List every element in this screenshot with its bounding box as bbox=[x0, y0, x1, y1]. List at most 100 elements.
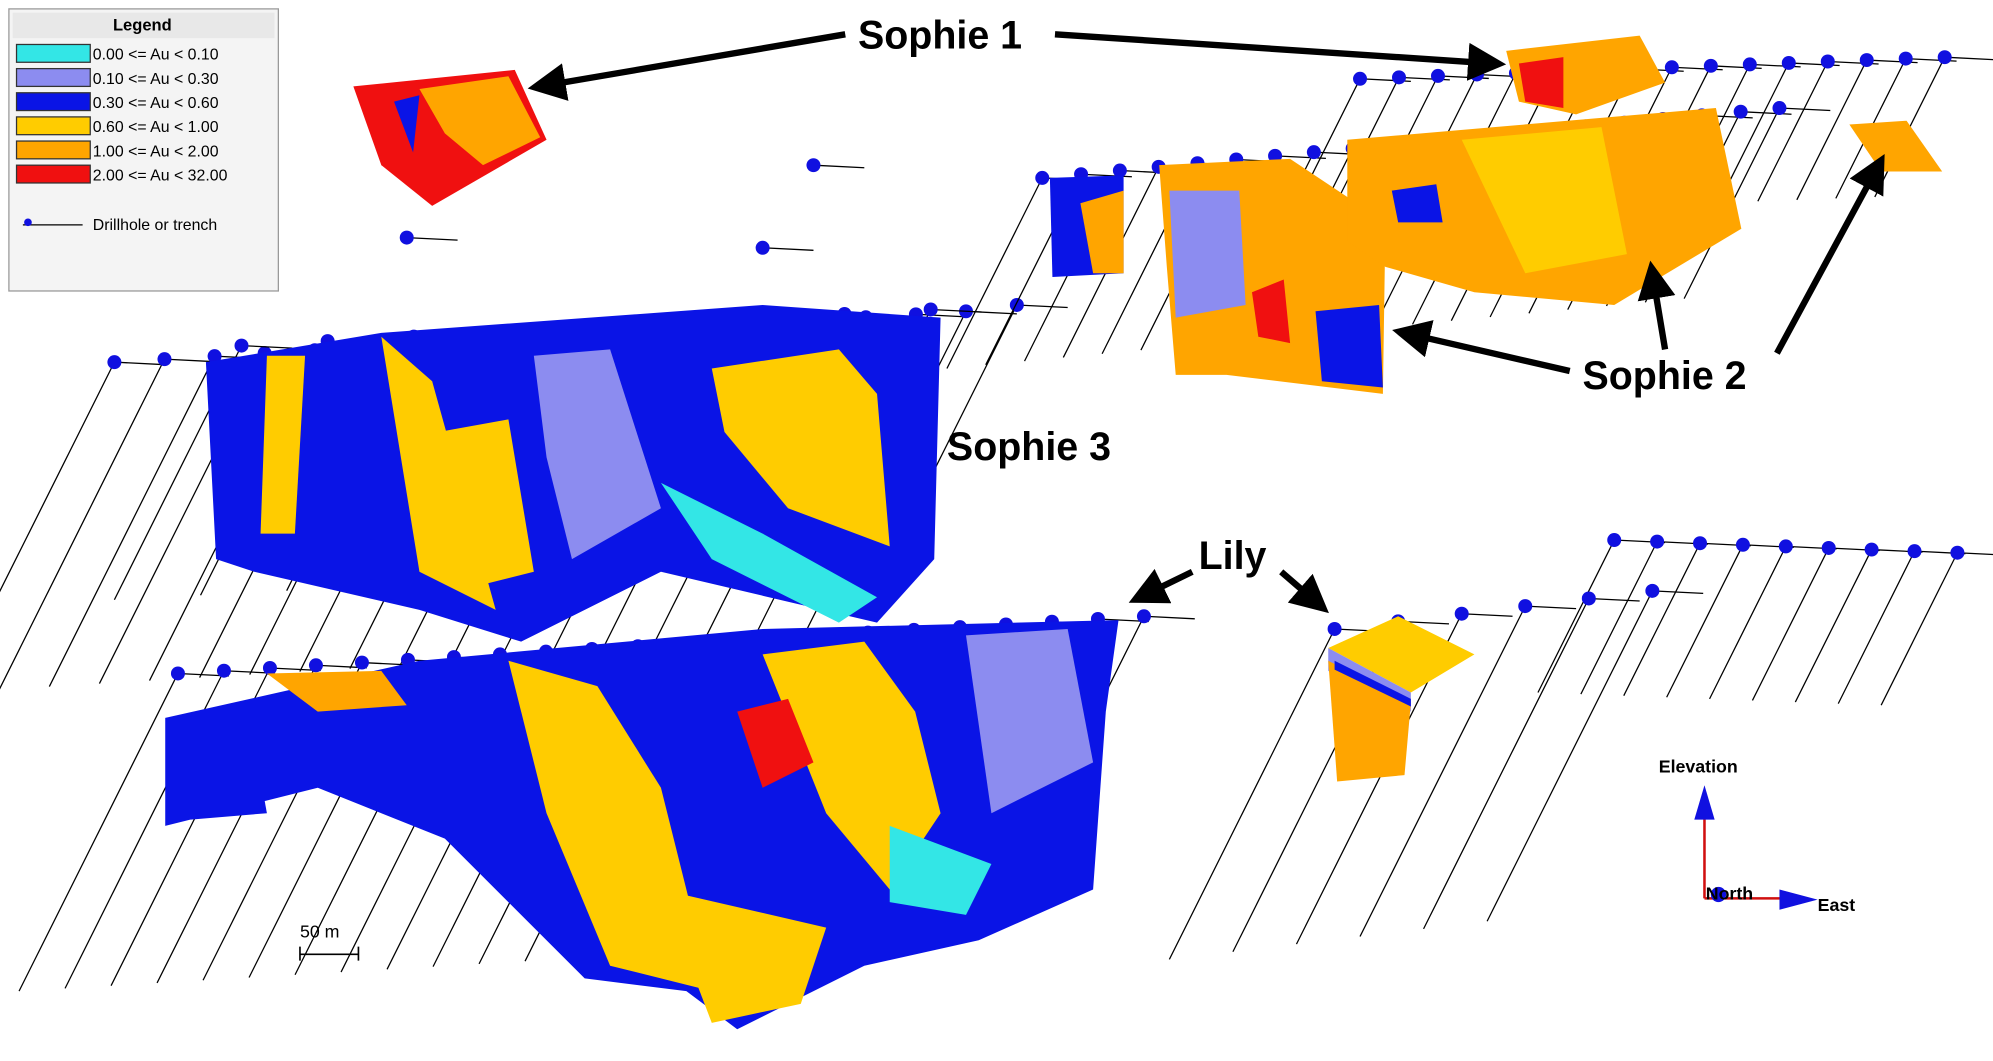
drillhole-collar bbox=[755, 240, 770, 255]
drillhole-trace bbox=[1016, 304, 1068, 309]
drillhole-collar bbox=[1898, 51, 1913, 66]
scale-label: 50 m bbox=[300, 922, 340, 942]
drillhole-collar bbox=[207, 349, 222, 364]
drillhole-trace bbox=[1751, 547, 1830, 701]
drillhole-trace bbox=[1779, 107, 1831, 112]
arrow bbox=[1128, 568, 1194, 604]
axis-elevation: Elevation bbox=[1659, 757, 1738, 777]
arrow bbox=[1054, 31, 1507, 81]
lily-block bbox=[1328, 616, 1475, 782]
drillhole-collar bbox=[1703, 58, 1718, 73]
scale-bar: 50 m bbox=[299, 922, 360, 961]
drillhole-collar bbox=[399, 230, 414, 245]
drillhole-collar bbox=[1907, 544, 1922, 559]
legend-label: 1.00 <= Au < 2.00 bbox=[93, 143, 219, 160]
drillhole-trace bbox=[915, 313, 967, 318]
sophie1-block bbox=[353, 69, 547, 206]
legend-title: Legend bbox=[113, 15, 172, 34]
drillhole-trace bbox=[0, 361, 115, 593]
drillhole-trace bbox=[946, 177, 1043, 369]
drillhole-trace bbox=[1423, 598, 1590, 930]
drillhole-collar bbox=[107, 355, 122, 370]
arrow bbox=[527, 31, 846, 101]
drillhole-trace bbox=[1580, 541, 1658, 695]
drillhole-trace bbox=[1837, 550, 1916, 704]
drillhole-collar bbox=[1693, 536, 1708, 551]
drillhole-trace bbox=[1652, 590, 1704, 595]
drillhole-collar bbox=[1772, 101, 1787, 115]
drillhole-collar bbox=[1937, 50, 1952, 65]
legend-label: 0.30 <= Au < 0.60 bbox=[93, 95, 219, 112]
drillhole-collar bbox=[1607, 533, 1622, 548]
legend-entries: 0.00 <= Au < 0.10 0.10 <= Au < 0.30 0.30 <… bbox=[15, 43, 228, 184]
drillhole-collar bbox=[1664, 60, 1679, 75]
arrow bbox=[1279, 569, 1329, 614]
drillhole-trace bbox=[1944, 56, 1993, 61]
drillhole-trace bbox=[241, 344, 293, 349]
label-sophie1: Sophie 1 bbox=[858, 13, 1022, 57]
legend-label: 0.10 <= Au < 0.30 bbox=[93, 71, 219, 88]
drillhole-trace bbox=[1957, 552, 1993, 556]
drillhole-trace bbox=[0, 358, 166, 690]
drillhole-collar bbox=[1820, 54, 1835, 69]
legend-swatch bbox=[15, 164, 91, 184]
sophie3-block bbox=[205, 304, 941, 642]
drillhole-collar bbox=[1742, 57, 1757, 72]
drillhole-trace bbox=[762, 247, 814, 251]
label-lily: Lily bbox=[1199, 534, 1267, 578]
drillhole-collar bbox=[1469, 67, 1484, 82]
drillhole-collar bbox=[1353, 71, 1368, 86]
drillhole-collar bbox=[1035, 170, 1050, 185]
label-sophie3: Sophie 3 bbox=[947, 425, 1111, 469]
legend: Legend 0.00 <= Au < 0.10 0.10 <= Au < 0.3… bbox=[8, 8, 279, 292]
drillhole-collar bbox=[308, 658, 323, 673]
drillhole-collar bbox=[1430, 68, 1445, 83]
drillhole-trace bbox=[813, 164, 865, 169]
drillhole-trace bbox=[114, 361, 166, 366]
drillhole-trace bbox=[18, 673, 179, 992]
drillhole-trace bbox=[1623, 542, 1701, 696]
drillhole-trace bbox=[1796, 59, 1868, 201]
legend-label: 2.00 <= Au < 32.00 bbox=[93, 167, 228, 184]
drillhole-collar bbox=[354, 655, 369, 670]
arrow bbox=[1637, 260, 1676, 350]
drillhole-collar bbox=[1327, 621, 1342, 636]
drillhole-trace bbox=[1880, 552, 1958, 706]
drillhole-trace bbox=[1666, 544, 1744, 698]
drillhole-collar bbox=[1306, 145, 1321, 160]
drillhole-collar bbox=[1778, 539, 1793, 554]
legend-label: 0.60 <= Au < 1.00 bbox=[93, 119, 219, 136]
drillhole-collar bbox=[1581, 591, 1596, 606]
drillhole-collar bbox=[170, 666, 185, 681]
legend-swatch bbox=[15, 140, 91, 160]
legend-label: 0.00 <= Au < 0.10 bbox=[93, 47, 219, 64]
drillhole-collar bbox=[1781, 55, 1796, 70]
drillhole-collar bbox=[157, 352, 172, 367]
sophie2-blocks bbox=[1049, 35, 1943, 394]
drillhole-trace bbox=[1537, 539, 1615, 693]
lower-block bbox=[165, 620, 1119, 1030]
label-sophie2: Sophie 2 bbox=[1582, 354, 1746, 398]
orientation-axes: Elevation North East bbox=[1659, 757, 1856, 915]
legend-swatch bbox=[15, 92, 91, 112]
drillhole-collar bbox=[1268, 148, 1283, 163]
drillhole-collar bbox=[1645, 583, 1660, 598]
drillhole-trace bbox=[1486, 590, 1653, 922]
drillhole-collar bbox=[1136, 609, 1151, 624]
drillhole-trace bbox=[48, 355, 216, 687]
annotation-arrows bbox=[527, 31, 1885, 614]
drillhole-collar bbox=[1864, 542, 1879, 557]
drillhole-collar bbox=[806, 158, 821, 173]
drillhole-collar bbox=[234, 338, 249, 353]
drillhole-trace bbox=[1143, 615, 1195, 620]
axis-north: North bbox=[1706, 884, 1753, 904]
drillhole-trace bbox=[1708, 546, 1787, 700]
legend-drillhole: Drillhole or trench bbox=[93, 217, 217, 234]
drillhole-trace bbox=[1794, 549, 1873, 703]
drillhole-collar bbox=[1454, 606, 1469, 621]
drillhole-trace bbox=[930, 308, 982, 313]
drillhole-collar bbox=[1950, 545, 1965, 560]
drillhole-trace bbox=[1588, 597, 1640, 602]
